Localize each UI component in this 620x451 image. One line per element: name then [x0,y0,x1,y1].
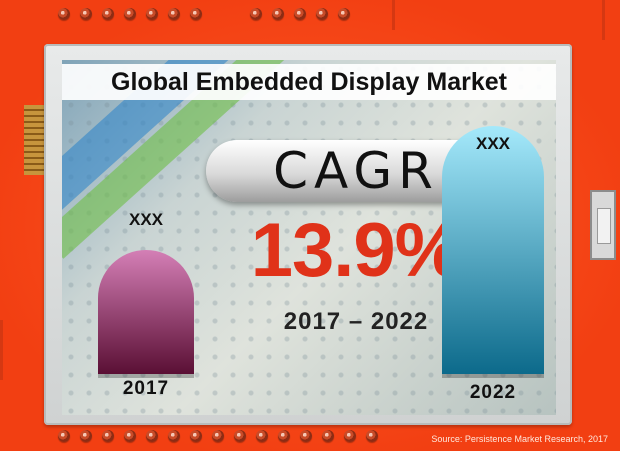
category-label-2017: 2017 [122,378,170,399]
header-pin [80,430,92,442]
header-pin [256,430,268,442]
bar-base-shadow-2017 [98,374,194,378]
cagr-label: CAGR [273,142,439,200]
header-pin [80,8,92,20]
header-pin [124,430,136,442]
bar-2022 [442,126,544,374]
bar-value-label-2022: XXX [475,134,511,153]
header-pin [58,8,70,20]
button-knob [597,208,611,244]
header-pin [300,430,312,442]
header-pin [322,430,334,442]
header-pin [316,8,328,20]
ribbon-connector [24,105,44,175]
header-pin [146,430,158,442]
header-pin [146,8,158,20]
cagr-value: 13.9% [250,208,463,293]
header-pin [250,8,262,20]
circuit-trace [392,0,395,30]
header-pin [366,430,378,442]
header-pin [344,430,356,442]
header-pin [124,8,136,20]
header-pin [58,430,70,442]
chart-title: Global Embedded Display Market [62,64,556,100]
category-label-2022: 2022 [469,382,517,403]
bar-value-label-2017: XXX [128,210,164,229]
header-pin [102,8,114,20]
header-pin [294,8,306,20]
header-pin [278,430,290,442]
tactile-button [590,190,616,260]
bar-base-shadow-2022 [442,374,544,378]
header-pin [338,8,350,20]
bar-chart [98,126,544,378]
circuit-trace [0,320,3,380]
header-pin [272,8,284,20]
header-pin [190,8,202,20]
header-pin [168,8,180,20]
bar-2017 [98,250,194,374]
forecast-period: 2017 – 2022 [283,308,429,335]
display-screen: Global Embedded Display Market CAGR 13.9… [62,60,556,415]
header-pin [190,430,202,442]
header-pin [212,430,224,442]
header-pin [102,430,114,442]
header-pin [168,430,180,442]
source-note: Source: Persistence Market Research, 201… [431,434,608,444]
header-pin [234,430,246,442]
circuit-trace [602,0,605,40]
